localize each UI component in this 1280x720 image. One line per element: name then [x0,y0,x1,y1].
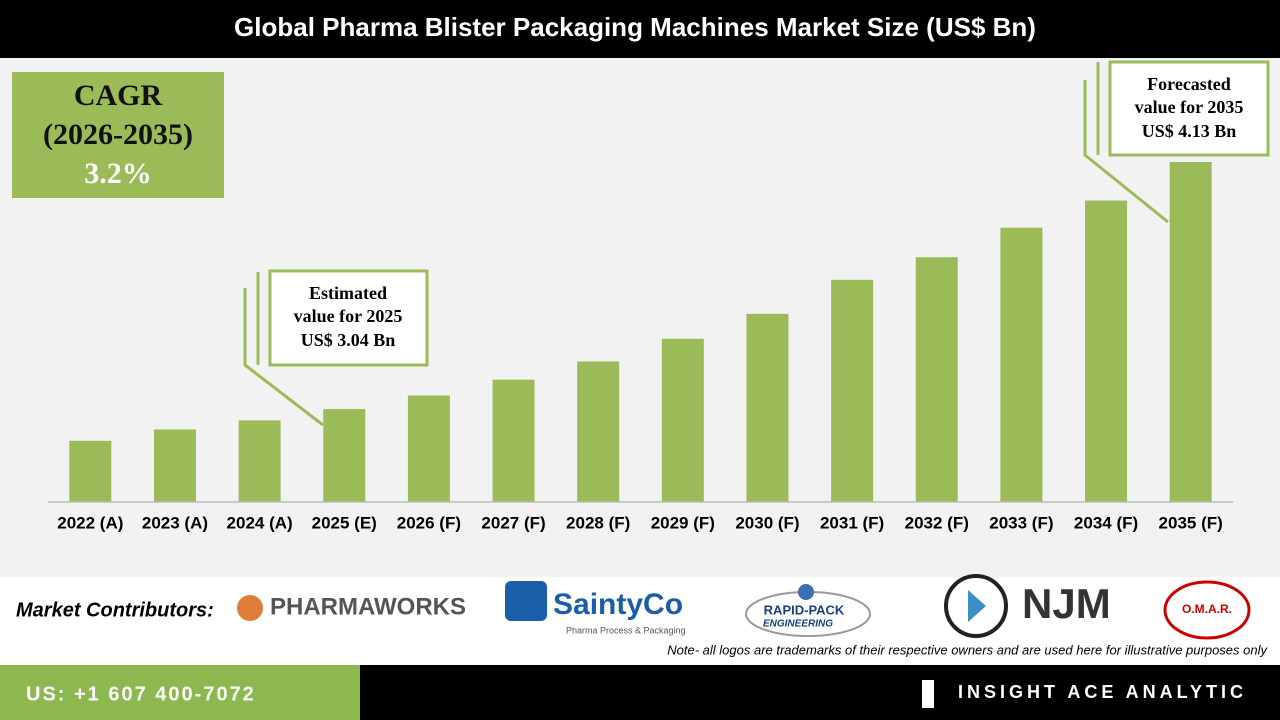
contributors-label: Market Contributors: [16,599,214,621]
bar [1000,227,1043,502]
bar [577,361,620,502]
phone: US: +1 607 400-7072 [26,683,256,705]
logo: O.M.A.R. [1182,602,1232,616]
bar [238,420,281,502]
x-tick-label: 2030 (F) [735,513,799,532]
bar [915,257,958,502]
logo: RAPID-PACK [764,602,845,617]
bar [492,379,535,502]
x-tick-label: 2022 (A) [57,513,123,532]
cagr-box [12,72,224,198]
x-tick-label: 2025 (E) [312,513,377,532]
logo-icon [798,584,814,600]
x-tick-label: 2031 (F) [820,513,884,532]
x-tick-label: 2033 (F) [989,513,1053,532]
brand-bar [360,665,1280,720]
callout-box [1108,60,1270,157]
x-tick-label: 2035 (F) [1159,513,1223,532]
callout-text: Forecasted [1147,74,1231,94]
x-tick-label: 2029 (F) [651,513,715,532]
logo: NJM [1022,580,1111,627]
callout-text: value for 2025 [294,306,403,326]
callout-text: Estimated [309,283,387,303]
cagr-label: CAGR [74,79,163,112]
bar [69,440,112,502]
callout-text: US$ 3.04 Bn [301,330,396,350]
phone-bar [0,665,360,720]
logo: SaintyCo [553,588,683,621]
logo: PHARMAWORKS [270,593,466,620]
brand-icon [922,680,934,708]
logo-icon [237,595,263,621]
bar [153,429,196,502]
chart-title: Global Pharma Blister Packaging Machines… [234,12,1036,42]
logo-icon [968,590,986,622]
callout-text: value for 2035 [1135,97,1244,117]
callout-text: US$ 4.13 Bn [1142,121,1237,141]
x-tick-label: 2024 (A) [227,513,293,532]
logo-icon [1163,580,1251,640]
callout-box [268,269,429,367]
cagr-period: (2026-2035) [43,118,193,151]
x-tick-label: 2026 (F) [397,513,461,532]
callout-connector [243,62,1169,427]
note: Note- all logos are trademarks of their … [667,642,1268,657]
bar [323,409,366,502]
logo: ENGINEERING [763,619,833,630]
bar [661,338,704,502]
cagr-value: 3.2% [84,157,152,190]
x-tick-label: 2032 (F) [905,513,969,532]
brand: INSIGHT ACE ANALYTIC [958,682,1247,702]
title-bar [0,0,1280,58]
x-tick-label: 2027 (F) [481,513,545,532]
plot: 2022 (A) 2023 (A) 2024 (A) 2025 (E) 2026 (F)… [48,162,1233,532]
x-tick-label: 2034 (F) [1074,513,1138,532]
bar [1085,200,1128,503]
logo: Pharma Process & Packaging [566,625,686,635]
logo-band [0,577,1280,665]
bar [831,279,874,502]
x-tick-label: 2023 (A) [142,513,208,532]
bar [1169,162,1212,502]
bar [746,313,789,502]
x-tick-label: 2028 (F) [566,513,630,532]
logo-icon [505,581,547,621]
bar [407,395,450,502]
